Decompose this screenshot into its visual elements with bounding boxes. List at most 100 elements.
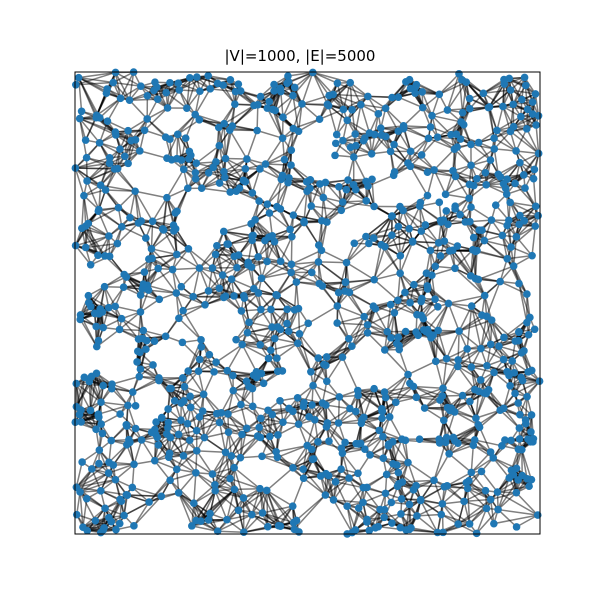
graph-edge: [201, 187, 231, 193]
graph-edge: [169, 114, 196, 140]
graph-edge: [357, 389, 383, 412]
graph-edge: [503, 333, 529, 339]
graph-edge: [259, 488, 280, 527]
graph-edge: [256, 104, 259, 131]
graph-edge: [282, 103, 303, 118]
graph-edge: [490, 477, 510, 501]
graph-edge: [480, 316, 488, 349]
graph-edge: [214, 455, 233, 486]
graph-edge: [337, 262, 348, 293]
graph-edge: [268, 212, 291, 230]
graph-edge: [498, 345, 522, 354]
graph-edge: [229, 477, 261, 490]
graph-edge: [226, 513, 252, 521]
graph-edge: [421, 136, 439, 156]
graph-edge: [524, 187, 539, 217]
graph-edge: [438, 73, 460, 95]
graph-edge: [111, 375, 140, 385]
graph-edge: [393, 150, 412, 173]
graph-edge: [431, 115, 452, 136]
graph-edge: [199, 119, 225, 125]
graph-edge: [403, 126, 431, 130]
graph-edge: [282, 95, 294, 118]
graph-edge: [531, 226, 537, 256]
graph-edge: [216, 245, 224, 276]
graph-edge: [470, 206, 492, 221]
graph-edge: [139, 340, 148, 370]
graph-edge: [311, 449, 322, 477]
graph-edge: [240, 292, 259, 312]
graph-edge: [470, 471, 487, 492]
graph-edge: [75, 383, 92, 411]
graph-edge: [341, 356, 359, 391]
graph-edge: [198, 267, 210, 292]
graph-edge: [298, 333, 319, 359]
graph-edge: [214, 467, 235, 486]
graph-edge: [373, 244, 382, 280]
graph-edge: [196, 450, 214, 475]
graph-edge: [133, 501, 150, 527]
graph-edge: [373, 299, 398, 307]
graph-edge: [347, 156, 355, 181]
graph-edge: [91, 468, 116, 481]
graph-edge: [499, 280, 528, 295]
graph-edge: [480, 470, 499, 493]
graph-edge: [412, 241, 439, 244]
graph-edge: [475, 409, 501, 419]
graph-edge: [128, 99, 148, 120]
graph-edge: [448, 439, 476, 455]
graph-edge: [326, 338, 350, 358]
graph-edge: [196, 450, 226, 454]
graph-edge: [298, 118, 320, 132]
graph-edge: [219, 421, 247, 430]
graph-edge: [203, 393, 222, 414]
graph-edge: [79, 491, 84, 528]
graph-edge: [397, 226, 402, 256]
graph-edge: [389, 416, 403, 440]
graph-edge: [97, 210, 110, 237]
graph-edge: [79, 491, 97, 522]
graph-edge: [358, 391, 385, 397]
graph-edge: [233, 467, 245, 499]
graph-edge: [341, 447, 365, 450]
graph-edge: [405, 439, 440, 444]
graph-edge: [431, 114, 462, 123]
graph-edge: [251, 490, 268, 516]
graph-edge: [346, 506, 353, 533]
graph-edge: [360, 435, 384, 445]
graph-edge: [457, 498, 492, 525]
graph-edge: [306, 419, 316, 446]
graph-edge: [235, 190, 260, 202]
graph-edge: [345, 262, 351, 293]
graph-edge: [292, 190, 308, 216]
graph-edge: [325, 426, 343, 449]
graph-edge: [377, 96, 399, 115]
graph-edge: [403, 107, 424, 127]
graph-edge: [311, 426, 328, 450]
graph-edge: [433, 453, 450, 481]
graph-edge: [98, 185, 102, 210]
graph-edge: [99, 142, 126, 157]
graph-edge: [510, 201, 536, 208]
graph-edge: [75, 162, 110, 169]
graph-edge: [293, 281, 298, 310]
graph-edge: [419, 500, 439, 533]
graph-edge: [365, 200, 393, 217]
graph-edge: [277, 456, 304, 470]
graph-edge: [312, 384, 340, 398]
graph-edge: [408, 504, 412, 528]
graph-edge: [76, 491, 81, 515]
graph-edge: [345, 189, 367, 202]
graph-edge: [475, 393, 487, 419]
graph-edge: [429, 250, 433, 276]
graph-edge: [75, 157, 110, 169]
graph-edge: [446, 73, 460, 111]
graph-edge: [446, 81, 467, 111]
graph-edge: [223, 158, 248, 173]
graph-edge: [360, 104, 371, 134]
graph-edge: [267, 410, 271, 437]
graph-edge: [448, 302, 483, 316]
graph-edge: [166, 168, 185, 199]
graph-edge: [321, 201, 344, 222]
graph-edge: [91, 468, 102, 492]
